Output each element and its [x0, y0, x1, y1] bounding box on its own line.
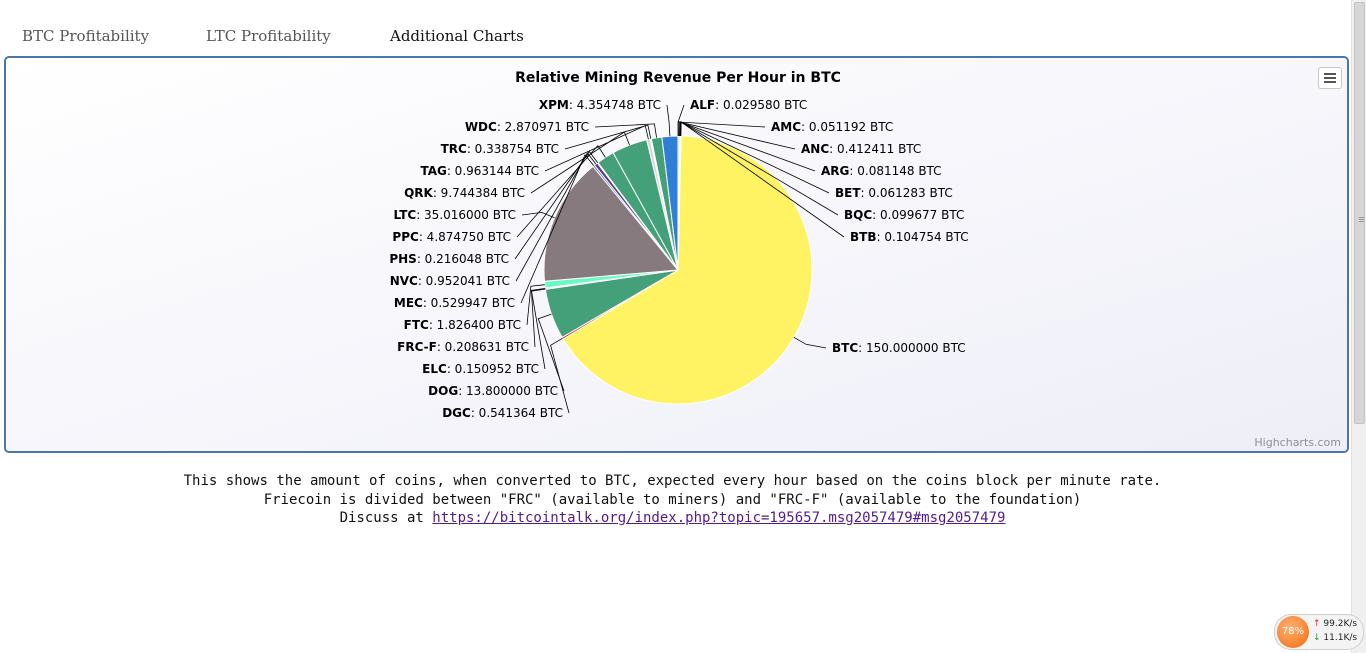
connector-elc [531, 288, 546, 370]
description-line-2: Friecoin is divided between "FRC" (avail… [263, 491, 1082, 508]
tab-bar: BTC Profitability LTC Profitability Addi… [0, 0, 1352, 56]
connector-ltc [521, 211, 555, 219]
menu-icon [1324, 73, 1336, 75]
network-monitor-widget[interactable]: 78% ↑ 99.2K/s ↓ 11.1K/s [1274, 614, 1364, 650]
data-label-elc: ELC: 0.150952 BTC [422, 362, 539, 376]
data-label-wdc: WDC: 2.870971 BTC [465, 120, 589, 134]
connector-anc [678, 121, 796, 150]
chart-credits[interactable]: Highcharts.com [1254, 436, 1341, 449]
description-line-3: Discuss at https://bitcointalk.org/index… [0, 509, 1345, 528]
upload-speed: ↑ 99.2K/s [1313, 619, 1358, 629]
tab-btc-profitability[interactable]: BTC Profitability [22, 27, 150, 45]
connector-mec [520, 154, 595, 304]
pie-slice-btc[interactable] [562, 135, 813, 405]
tab-additional-charts[interactable]: Additional Charts [390, 27, 524, 45]
download-speed: ↓ 11.1K/s [1313, 633, 1358, 643]
discussion-link[interactable]: https://bitcointalk.org/index.php?topic=… [432, 510, 1006, 526]
connector-btc [793, 336, 827, 349]
data-label-nvc: NVC: 0.952041 BTC [390, 274, 510, 288]
data-label-mec: MEC: 0.529947 BTC [394, 296, 515, 310]
data-label-arg: ARG: 0.081148 BTC [821, 164, 942, 178]
discuss-label: Discuss at [339, 510, 433, 526]
connector-phs [514, 150, 599, 260]
data-label-xpm: XPM: 4.354748 BTC [539, 98, 661, 112]
data-label-amc: AMC: 0.051192 BTC [771, 120, 893, 134]
data-label-bet: BET: 0.061283 BTC [835, 186, 953, 200]
connector-ppc [516, 144, 606, 238]
connector-trc [564, 124, 652, 150]
data-label-frc-f: FRC-F: 0.208631 BTC [397, 340, 529, 354]
connector-ftc [526, 284, 545, 326]
connector-nvc [515, 152, 597, 282]
connector-frc-f [530, 288, 546, 348]
data-label-ppc: PPC: 4.874750 BTC [392, 230, 511, 244]
data-label-qrk: QRK: 9.744384 BTC [404, 186, 525, 200]
cpu-usage-badge: 78% [1277, 616, 1309, 648]
connector-btb [680, 121, 845, 238]
tab-ltc-profitability[interactable]: LTC Profitability [206, 27, 331, 45]
data-label-btb: BTB: 0.104754 BTC [850, 230, 969, 244]
data-label-btc: BTC: 150.000000 BTC [832, 341, 966, 355]
data-label-phs: PHS: 0.216048 BTC [389, 252, 509, 266]
data-label-dog: DOG: 13.800000 BTC [428, 384, 558, 398]
chart-title: Relative Mining Revenue Per Hour in BTC [515, 70, 841, 86]
connector-dgc [550, 337, 570, 414]
data-label-tag: TAG: 0.963144 BTC [420, 164, 539, 178]
data-label-alf: ALF: 0.029580 BTC [690, 98, 807, 112]
scrollbar-thumb[interactable] [1354, 2, 1365, 424]
data-label-bqc: BQC: 0.099677 BTC [844, 208, 964, 222]
data-label-anc: ANC: 0.412411 BTC [801, 142, 921, 156]
data-label-dgc: DGC: 0.541364 BTC [442, 406, 563, 420]
data-label-ltc: LTC: 35.016000 BTC [394, 208, 516, 222]
chart-panel: Relative Mining Revenue Per Hour in BTC … [4, 56, 1349, 453]
data-label-ftc: FTC: 1.826400 BTC [404, 318, 521, 332]
connector-dog [537, 313, 565, 392]
data-label-trc: TRC: 0.338754 BTC [441, 142, 559, 156]
connector-wdc [594, 123, 657, 138]
chart-description: This shows the amount of coins, when con… [0, 472, 1345, 528]
connector-tag [544, 125, 649, 172]
connector-amc [677, 121, 766, 136]
vertical-scrollbar[interactable] [1351, 0, 1366, 653]
connector-xpm [666, 104, 671, 137]
pie-chart: Relative Mining Revenue Per Hour in BTC … [6, 58, 1347, 451]
chart-menu-button[interactable] [1318, 67, 1342, 89]
connector-qrk [530, 131, 630, 194]
description-line-1: This shows the amount of coins, when con… [183, 473, 1162, 489]
